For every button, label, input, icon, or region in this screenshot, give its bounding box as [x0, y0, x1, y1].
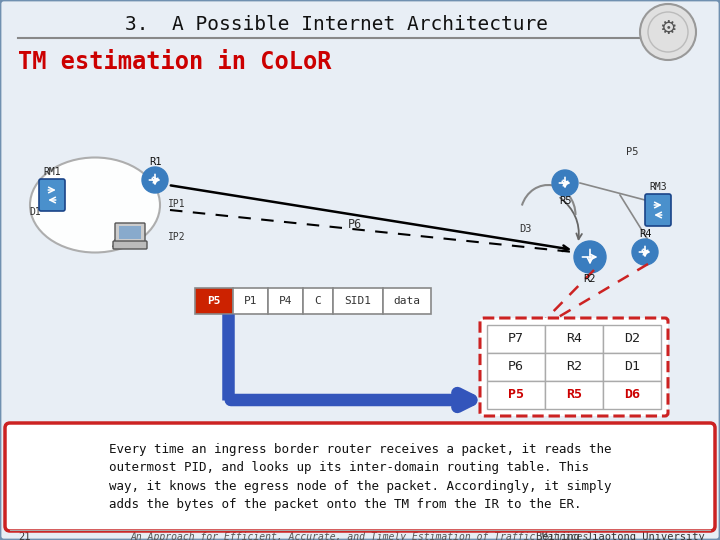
Text: P6: P6	[348, 218, 362, 231]
Text: P5: P5	[626, 147, 638, 157]
Bar	[603, 381, 661, 409]
Text: ⚙: ⚙	[660, 18, 677, 37]
Circle shape	[142, 167, 168, 193]
Text: R5: R5	[566, 388, 582, 402]
Text: R4: R4	[639, 229, 652, 239]
Circle shape	[640, 4, 696, 60]
Text: An Approach for Efficient, Accurate, and Timely Estimation of Traffic Matrices: An Approach for Efficient, Accurate, and…	[131, 532, 589, 540]
Text: P1: P1	[244, 296, 257, 306]
Text: 21: 21	[18, 532, 30, 540]
Circle shape	[632, 239, 658, 265]
Text: P5: P5	[508, 388, 524, 402]
FancyBboxPatch shape	[480, 318, 668, 416]
Text: P5: P5	[207, 296, 221, 306]
Text: Every time an ingress border router receives a packet, it reads the
outermost PI: Every time an ingress border router rece…	[109, 443, 611, 511]
FancyBboxPatch shape	[39, 179, 65, 211]
Text: 3.  A Possible Internet Architecture: 3. A Possible Internet Architecture	[125, 15, 548, 33]
Text: P4: P4	[279, 296, 292, 306]
Bar	[603, 325, 661, 353]
Text: D1: D1	[29, 207, 41, 217]
Text: data: data	[394, 296, 420, 306]
Text: R2: R2	[566, 361, 582, 374]
Text: D1: D1	[624, 361, 640, 374]
Circle shape	[552, 170, 578, 196]
Text: P7: P7	[508, 333, 524, 346]
Text: C: C	[315, 296, 321, 306]
FancyBboxPatch shape	[113, 241, 147, 249]
Bar	[487, 353, 545, 381]
FancyBboxPatch shape	[645, 194, 671, 226]
Text: TM estimation in CoLoR: TM estimation in CoLoR	[18, 50, 331, 74]
Text: R1: R1	[149, 157, 161, 167]
Text: R5: R5	[559, 196, 571, 206]
Bar	[487, 381, 545, 409]
FancyBboxPatch shape	[115, 223, 145, 243]
Bar	[233, 288, 268, 314]
Text: RM3: RM3	[649, 182, 667, 192]
Text: Beijing Jiaotong University: Beijing Jiaotong University	[536, 532, 705, 540]
Bar	[119, 226, 141, 239]
Bar	[487, 325, 545, 353]
Bar	[195, 288, 233, 314]
Bar	[268, 288, 303, 314]
Text: P6: P6	[508, 361, 524, 374]
Text: R4: R4	[566, 333, 582, 346]
Circle shape	[574, 241, 606, 273]
Text: D6: D6	[624, 388, 640, 402]
Text: R2: R2	[584, 274, 596, 284]
Bar	[603, 353, 661, 381]
Bar	[303, 288, 333, 314]
FancyBboxPatch shape	[5, 423, 715, 531]
Text: D2: D2	[624, 333, 640, 346]
Text: IP1: IP1	[168, 199, 186, 209]
Bar	[383, 288, 431, 314]
Text: SID1: SID1	[344, 296, 372, 306]
Text: A: A	[112, 239, 118, 249]
Bar	[545, 325, 603, 353]
Bar	[545, 353, 603, 381]
Bar	[333, 288, 383, 314]
Ellipse shape	[30, 158, 160, 253]
Text: D3: D3	[520, 224, 532, 234]
Text: IP2: IP2	[168, 232, 186, 242]
Bar	[545, 381, 603, 409]
Text: RM1: RM1	[43, 167, 60, 177]
